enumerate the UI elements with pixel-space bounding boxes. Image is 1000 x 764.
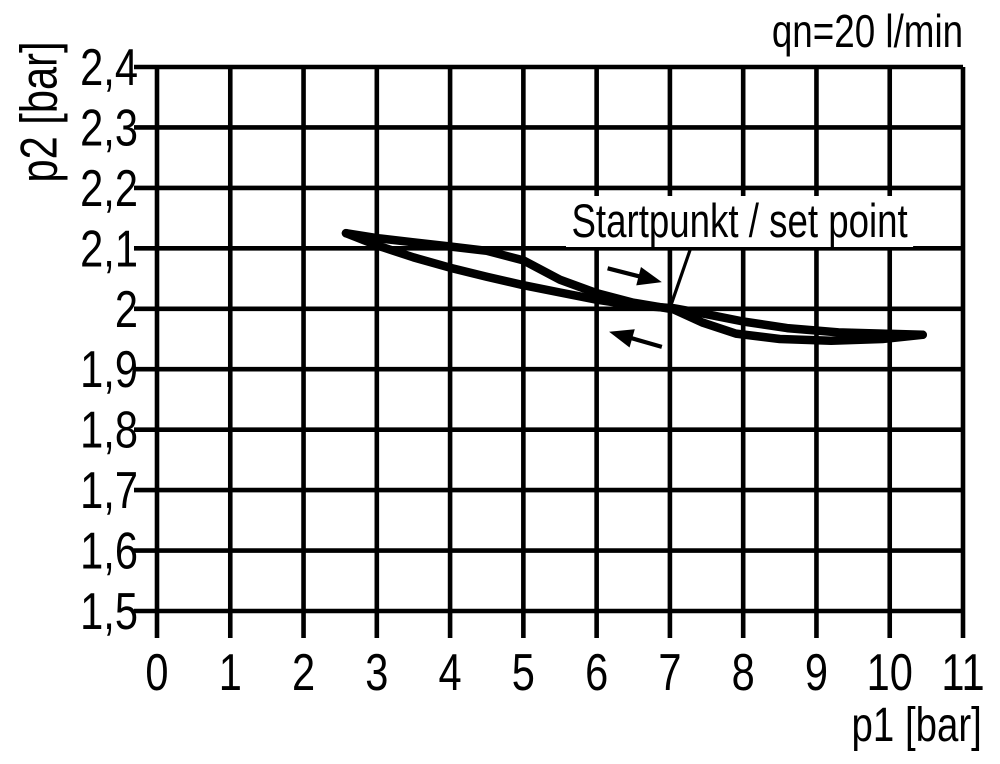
y-tick-label-1,6: 1,6 <box>80 521 138 580</box>
y-tick-label-2,4: 2,4 <box>80 38 138 97</box>
y-axis-title: p2 [bar] <box>10 41 69 183</box>
x-tick-label-9: 9 <box>805 643 828 702</box>
x-tick-label-0: 0 <box>145 643 168 702</box>
x-tick-label-1: 1 <box>219 643 242 702</box>
direction-arrow-right-shaft <box>607 266 645 280</box>
hysteresis-branch-pressure-falling-curve <box>341 228 927 340</box>
y-tick-label-1,8: 1,8 <box>80 400 138 459</box>
direction-arrow-left-shaft <box>625 334 663 349</box>
hysteresis-branch-pressure-rising-curve <box>341 228 927 346</box>
y-tick-label-1,7: 1,7 <box>80 461 138 520</box>
direction-arrow-right-head <box>636 267 662 286</box>
set-point-callout-line <box>668 239 695 309</box>
x-tick-label-10: 10 <box>867 643 913 702</box>
x-tick-label-6: 6 <box>585 643 608 702</box>
x-axis-title: p1 [bar] <box>851 699 982 752</box>
x-tick-label-3: 3 <box>365 643 388 702</box>
flow-rate-annotation: qn=20 l/min <box>771 5 963 57</box>
x-tick-label-2: 2 <box>292 643 315 702</box>
direction-arrow-left-head <box>609 329 635 348</box>
y-tick-label-2,1: 2,1 <box>80 219 138 278</box>
y-tick-label-2,3: 2,3 <box>80 98 138 157</box>
x-tick-label-11: 11 <box>941 643 984 702</box>
x-tick-label-4: 4 <box>439 643 462 702</box>
y-tick-label-1,9: 1,9 <box>80 340 138 399</box>
y-tick-label-1,5: 1,5 <box>80 582 138 641</box>
x-tick-label-7: 7 <box>658 643 681 702</box>
x-tick-label-5: 5 <box>512 643 535 702</box>
x-tick-label-8: 8 <box>732 643 755 702</box>
set-point-label: Startpunkt / set point <box>566 196 914 248</box>
y-tick-label-2: 2 <box>115 279 138 338</box>
y-tick-label-2,2: 2,2 <box>80 158 138 217</box>
